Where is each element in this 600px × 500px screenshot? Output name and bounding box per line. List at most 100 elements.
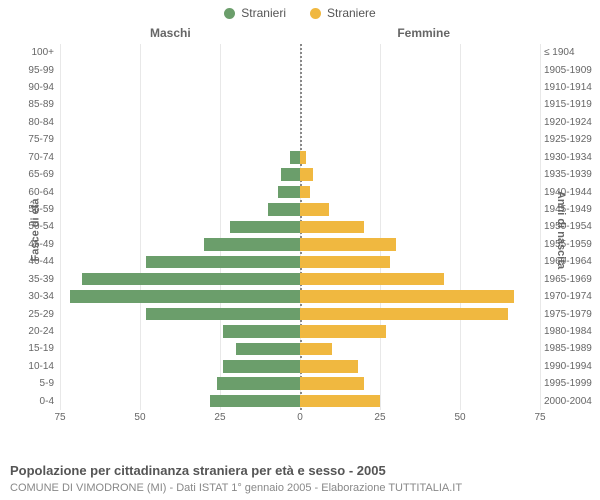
pyramid-row: 90-941910-1914 [60, 79, 540, 96]
age-label: 35-39 [12, 274, 54, 285]
bar-male [290, 151, 300, 164]
birth-year-label: ≤ 1904 [544, 47, 598, 58]
pyramid-row: 45-491955-1959 [60, 236, 540, 253]
x-tick: 25 [374, 412, 385, 423]
age-label: 10-14 [12, 361, 54, 372]
pyramid-row: 25-291975-1979 [60, 305, 540, 322]
plot-area: 100+≤ 190495-991905-190990-941910-191485… [60, 44, 540, 410]
bar-male [217, 377, 300, 390]
x-tick: 75 [534, 412, 545, 423]
birth-year-label: 1995-1999 [544, 378, 598, 389]
bar-male [210, 395, 300, 408]
bar-female [300, 308, 508, 321]
birth-year-label: 1990-1994 [544, 361, 598, 372]
bar-female [300, 238, 396, 251]
swatch-male [224, 8, 235, 19]
age-label: 15-19 [12, 343, 54, 354]
bar-female [300, 221, 364, 234]
x-tick: 75 [54, 412, 65, 423]
pyramid-row: 20-241980-1984 [60, 323, 540, 340]
bar-male [204, 238, 300, 251]
age-label: 90-94 [12, 82, 54, 93]
birth-year-label: 1945-1949 [544, 204, 598, 215]
age-label: 55-59 [12, 204, 54, 215]
x-tick: 0 [297, 412, 303, 423]
bar-female [300, 325, 386, 338]
birth-year-label: 1940-1944 [544, 187, 598, 198]
age-label: 30-34 [12, 291, 54, 302]
age-label: 0-4 [12, 396, 54, 407]
legend-label-male: Stranieri [241, 6, 286, 20]
pyramid-row: 95-991905-1909 [60, 61, 540, 78]
birth-year-label: 1930-1934 [544, 152, 598, 163]
chart: Maschi Femmine Fasce di età Anni di nasc… [0, 20, 600, 440]
bar-male [223, 325, 300, 338]
bar-male [70, 290, 300, 303]
legend-item-male: Stranieri [224, 6, 286, 20]
grid-line [540, 44, 541, 410]
bar-female [300, 186, 310, 199]
age-label: 75-79 [12, 134, 54, 145]
caption: Popolazione per cittadinanza straniera p… [10, 463, 386, 478]
pyramid-row: 65-691935-1939 [60, 166, 540, 183]
age-label: 5-9 [12, 378, 54, 389]
age-label: 85-89 [12, 99, 54, 110]
birth-year-label: 1925-1929 [544, 134, 598, 145]
birth-year-label: 1965-1969 [544, 274, 598, 285]
pyramid-row: 35-391965-1969 [60, 270, 540, 287]
birth-year-label: 1980-1984 [544, 326, 598, 337]
pyramid-row: 100+≤ 1904 [60, 44, 540, 61]
swatch-female [310, 8, 321, 19]
column-title-male: Maschi [150, 26, 191, 40]
birth-year-label: 2000-2004 [544, 396, 598, 407]
birth-year-label: 1910-1914 [544, 82, 598, 93]
pyramid-row: 75-791925-1929 [60, 131, 540, 148]
pyramid-row: 70-741930-1934 [60, 149, 540, 166]
bar-male [223, 360, 300, 373]
legend-item-female: Straniere [310, 6, 376, 20]
subcaption: COMUNE DI VIMODRONE (MI) - Dati ISTAT 1°… [10, 482, 462, 494]
pyramid-row: 15-191985-1989 [60, 340, 540, 357]
bar-female [300, 256, 390, 269]
age-label: 50-54 [12, 221, 54, 232]
pyramid-row: 10-141990-1994 [60, 358, 540, 375]
bar-male [236, 343, 300, 356]
bar-female [300, 343, 332, 356]
age-label: 60-64 [12, 187, 54, 198]
bar-female [300, 203, 329, 216]
age-label: 80-84 [12, 117, 54, 128]
age-label: 40-44 [12, 256, 54, 267]
birth-year-label: 1920-1924 [544, 117, 598, 128]
pyramid-row: 55-591945-1949 [60, 201, 540, 218]
pyramid-row: 50-541950-1954 [60, 218, 540, 235]
x-tick: 25 [214, 412, 225, 423]
pyramid-row: 85-891915-1919 [60, 96, 540, 113]
bar-female [300, 377, 364, 390]
legend-label-female: Straniere [327, 6, 376, 20]
pyramid-row: 60-641940-1944 [60, 183, 540, 200]
birth-year-label: 1950-1954 [544, 221, 598, 232]
birth-year-label: 1970-1974 [544, 291, 598, 302]
age-label: 100+ [12, 47, 54, 58]
birth-year-label: 1985-1989 [544, 343, 598, 354]
age-label: 45-49 [12, 239, 54, 250]
bar-female [300, 273, 444, 286]
bar-male [146, 308, 300, 321]
bar-female [300, 151, 306, 164]
x-tick: 50 [454, 412, 465, 423]
age-label: 95-99 [12, 65, 54, 76]
pyramid-row: 40-441960-1964 [60, 253, 540, 270]
bar-male [230, 221, 300, 234]
age-label: 20-24 [12, 326, 54, 337]
bar-female [300, 360, 358, 373]
x-tick: 50 [134, 412, 145, 423]
legend: Stranieri Straniere [0, 0, 600, 20]
bar-male [281, 168, 300, 181]
age-label: 65-69 [12, 169, 54, 180]
bar-male [146, 256, 300, 269]
pyramid-row: 30-341970-1974 [60, 288, 540, 305]
age-label: 70-74 [12, 152, 54, 163]
age-label: 25-29 [12, 309, 54, 320]
column-title-female: Femmine [397, 26, 450, 40]
bar-male [278, 186, 300, 199]
